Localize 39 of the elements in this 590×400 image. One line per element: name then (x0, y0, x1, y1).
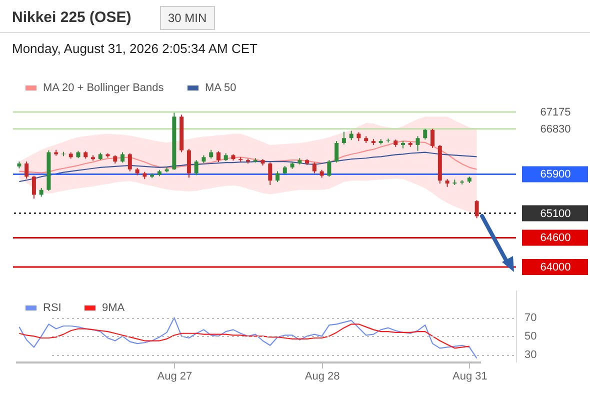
y-tick-label: 67175 (540, 106, 571, 118)
chart-subtitle: Monday, August 31, 2026 2:05:34 AM CET (12, 41, 258, 56)
candlestick (32, 175, 36, 200)
legend-label: MA 50 (205, 82, 236, 94)
candlestick (216, 150, 220, 163)
x-tick-label: Aug 28 (304, 370, 340, 382)
candlestick (120, 152, 125, 164)
y-tick-label: 65900 (540, 168, 571, 181)
legend-label: MA 20 + Bollinger Bands (43, 82, 164, 94)
candlestick (416, 136, 420, 152)
x-tick-label: Aug 31 (452, 370, 488, 382)
candlestick (24, 161, 29, 180)
y-tick-label: 30 (524, 349, 537, 362)
candlestick (128, 152, 132, 172)
chart-title: Nikkei 225 (OSE) (12, 9, 132, 26)
y-tick-label: 65100 (540, 208, 571, 220)
y-tick-label: 66830 (540, 123, 571, 136)
y-tick-label: 64000 (540, 262, 571, 274)
candlestick (327, 160, 332, 178)
x-tick-label: Aug 27 (157, 370, 192, 382)
candlestick (276, 170, 280, 183)
candlestick (342, 131, 346, 145)
candlestick (334, 140, 339, 164)
line-series (18, 324, 470, 349)
candlestick (474, 200, 479, 219)
legend-label: RSI (43, 302, 62, 314)
candlestick (312, 162, 316, 174)
y-tick-label: 64600 (540, 232, 571, 244)
candlestick (186, 148, 191, 178)
candlestick (423, 128, 428, 140)
y-tick-label: 50 (524, 330, 537, 343)
y-tick-label: 70 (524, 312, 537, 324)
candlestick (349, 130, 354, 141)
candlestick (268, 162, 272, 186)
legend-label: 9MA (102, 302, 126, 314)
text: 30 MIN (160, 6, 215, 30)
line-series (18, 317, 478, 359)
candlestick (430, 128, 435, 148)
candlestick (194, 160, 198, 176)
